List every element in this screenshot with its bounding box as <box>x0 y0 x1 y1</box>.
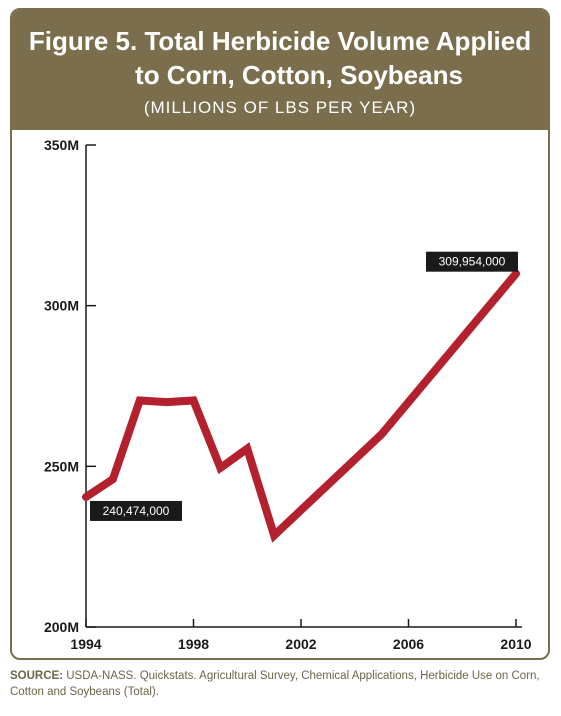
x-tick-label: 2002 <box>285 636 316 652</box>
series-layer <box>82 269 520 543</box>
y-tick-label: 250M <box>44 458 79 474</box>
chart-title-line1: Figure 5. Total Herbicide Volume Applied <box>28 26 532 56</box>
callout-box <box>90 500 182 521</box>
y-tick-label: 300M <box>44 298 79 314</box>
series-line-0 <box>82 269 520 543</box>
x-tick-label: 1998 <box>178 636 209 652</box>
chart-header: Figure 5. Total Herbicide Volume Applied… <box>12 10 548 130</box>
x-tick-label: 1994 <box>70 636 101 652</box>
x-tick-label: 2006 <box>393 636 424 652</box>
source-note: SOURCE: USDA-NASS. Quickstats. Agricultu… <box>10 668 550 700</box>
callout-label: 240,474,000 <box>103 504 170 518</box>
chart-axes <box>85 144 522 628</box>
annotation-layer: 240,474,000 309,954,000 <box>90 251 518 521</box>
callout-box <box>426 251 518 272</box>
chart-subtitle: (MILLIONS OF LBS PER YEAR) <box>143 98 417 117</box>
callout-label: 309,954,000 <box>439 255 506 269</box>
chart-title-line2: to Corn, Cotton, Soybeans <box>135 60 463 90</box>
source-label: SOURCE: <box>10 670 64 682</box>
source-text: USDA-NASS. Quickstats. Agricultural Surv… <box>10 670 540 698</box>
y-tick-label: 200M <box>44 619 79 635</box>
y-tick-label: 350M <box>44 137 79 153</box>
chart-frame: Figure 5. Total Herbicide Volume Applied… <box>10 8 550 660</box>
x-tick-label: 2010 <box>500 636 531 652</box>
